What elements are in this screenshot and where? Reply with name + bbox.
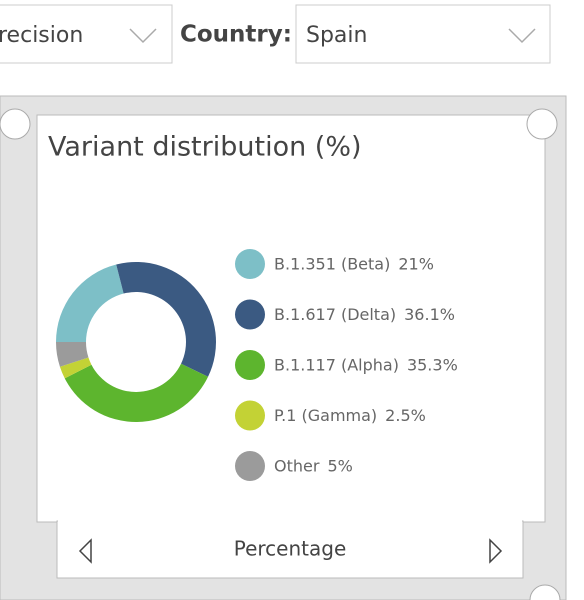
expand-button[interactable] [0, 108, 31, 140]
donut-segment [59, 357, 92, 379]
legend-swatch [235, 249, 265, 279]
legend-label: Other [274, 457, 320, 476]
next-arrow[interactable] [489, 538, 503, 564]
dropdown-arrow [508, 28, 536, 44]
footer-label: Percentage [234, 537, 347, 561]
country-dropdown[interactable] [295, 4, 551, 64]
donut-segment [56, 342, 89, 367]
expand-button[interactable] [529, 584, 561, 600]
country-label: Country: [180, 22, 292, 48]
legend-value: 35.3% [407, 356, 458, 375]
dropdown-value: Spain [306, 23, 367, 48]
chart-title: Variant distribution (%) [48, 132, 362, 163]
donut-segment [64, 363, 209, 423]
legend-label: B.1.351 (Beta) [274, 255, 390, 274]
prev-arrow[interactable] [78, 538, 92, 564]
legend-label: P.1 (Gamma) [274, 406, 377, 425]
tab-join [58, 518, 522, 524]
donut-segment [56, 264, 124, 342]
expand-button[interactable] [526, 108, 558, 140]
legend-swatch [235, 299, 265, 330]
legend-label: B.1.117 (Alpha) [274, 356, 399, 375]
dropdown-arrow [129, 28, 157, 44]
dropdown[interactable] [0, 4, 173, 64]
legend-value: 36.1% [404, 305, 455, 324]
legend-value: 21% [398, 255, 434, 274]
card [36, 114, 546, 523]
card-tab [56, 520, 524, 579]
legend-swatch [235, 451, 265, 481]
legend-label: B.1.617 (Delta) [274, 305, 396, 324]
legend-swatch [235, 400, 265, 431]
dropdown-value: recision [0, 23, 83, 48]
donut-segment [116, 262, 216, 377]
legend-swatch [235, 350, 265, 380]
legend-value: 5% [327, 457, 352, 476]
legend-value: 2.5% [385, 406, 426, 425]
